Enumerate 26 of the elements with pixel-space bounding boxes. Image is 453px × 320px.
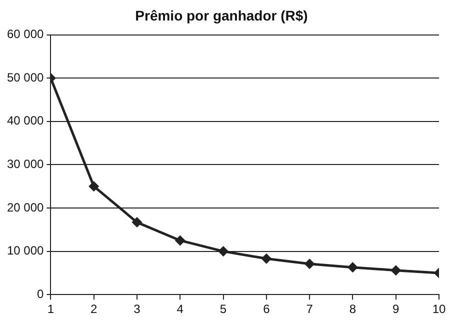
point (304, 259, 314, 269)
point (391, 266, 401, 276)
point (348, 262, 358, 272)
x-tick-label: 9 (392, 302, 400, 316)
chart-title: Prêmio por ganhador (R$) (135, 7, 308, 24)
y-tick-label: 0 (37, 286, 44, 301)
x-tick-label: 7 (306, 302, 314, 316)
x-tick-label: 4 (176, 302, 184, 316)
x-tick-label: 2 (90, 302, 98, 316)
x-tick-label: 10 (432, 302, 446, 316)
point (89, 182, 99, 192)
point (262, 254, 272, 264)
y-tick-label: 30 000 (7, 157, 44, 172)
y-tick-label: 10 000 (7, 244, 44, 258)
point (218, 246, 228, 256)
x-tick-label: 6 (263, 302, 270, 316)
x-tick-label: 1 (47, 302, 54, 316)
point (132, 218, 142, 228)
x-tick-label: 5 (220, 302, 227, 316)
x-tick-label: 8 (349, 302, 356, 316)
y-tick-label: 20 000 (7, 200, 44, 214)
point (175, 236, 185, 246)
y-tick-label: 60 000 (7, 27, 44, 42)
y-tick-label: 50 000 (7, 70, 44, 84)
x-tick-label: 3 (134, 302, 141, 316)
y-tick-label: 40 000 (7, 114, 44, 128)
